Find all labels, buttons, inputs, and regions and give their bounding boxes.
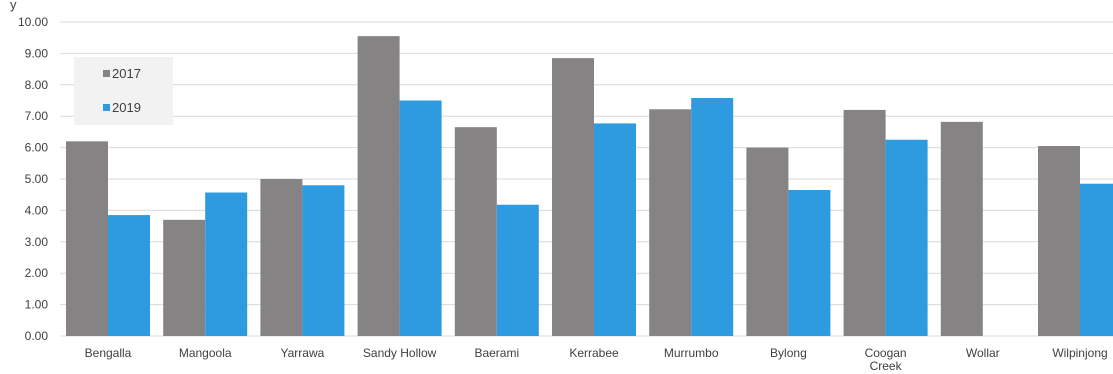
bar-2017-wilpinjong: [1038, 146, 1080, 336]
bar-2019-mangoola: [205, 192, 248, 336]
x-tick-label: Mangoola: [179, 346, 232, 360]
x-tick-label: Sandy Hollow: [363, 346, 437, 360]
legend: 2017 2019: [74, 57, 173, 125]
y-tick-label: 8.00: [25, 78, 49, 92]
bar-2017-mangoola: [163, 219, 206, 336]
x-tick-label: Yarrawa: [281, 346, 325, 360]
bar-2019-bylong: [788, 189, 831, 336]
y-tick-label: 6.00: [25, 141, 49, 155]
y-tick-label: 9.00: [25, 46, 49, 60]
legend-swatch-2017: [103, 70, 110, 77]
bar-2019-baerami: [496, 204, 539, 336]
bar-2019-yarrawa: [302, 185, 345, 336]
x-axis-labels: Bengalla Mangoola Yarrawa Sandy Hollow Baera…: [85, 346, 1108, 373]
x-tick-label: Murrumbo: [664, 346, 719, 360]
bar-2017-wollar: [940, 121, 983, 337]
bar-2019-bengalla: [108, 215, 150, 336]
bar-2017-bengalla: [66, 141, 108, 336]
bar-2019-wilpinjong: [1080, 183, 1113, 336]
x-tick-label: Bengalla: [85, 346, 132, 360]
bar-2017-bylong: [746, 147, 789, 336]
bar-2017-coogan-creek: [843, 109, 886, 336]
y-tick-label: 10.00: [18, 15, 48, 29]
bar-2019-kerrabee: [594, 123, 636, 336]
y-axis-ticks: 0.00 1.00 2.00 3.00 4.00 5.00 6.00 7.00 8.00 9.00…: [18, 15, 48, 343]
bar-2019-sandy-hollow: [399, 100, 442, 336]
bar-2019-coogan-creek: [885, 139, 928, 336]
x-tick-label: Wilpinjong: [1052, 346, 1107, 360]
legend-swatch-2019: [103, 104, 110, 111]
legend-box: [74, 57, 173, 125]
y-tick-label: 5.00: [25, 172, 49, 186]
bars: [66, 36, 1113, 337]
y-tick-label: 7.00: [25, 109, 49, 123]
x-tick-label: Baerami: [474, 346, 519, 360]
x-tick-label: Coogan Creek: [865, 346, 907, 373]
bar-2017-yarrawa: [260, 179, 303, 336]
bar-2019-murrumbo: [691, 97, 734, 336]
bar-2017-baerami: [454, 127, 497, 336]
y-tick-label: 0.00: [25, 329, 49, 343]
x-tick-label: Bylong: [770, 346, 807, 360]
bar-2017-sandy-hollow: [357, 36, 400, 336]
bar-2017-kerrabee: [552, 58, 594, 337]
chart-title-fragment: y: [10, 0, 17, 12]
y-tick-label: 1.00: [25, 298, 49, 312]
legend-label-2019: 2019: [112, 100, 141, 115]
y-tick-label: 3.00: [25, 235, 49, 249]
legend-label-2017: 2017: [112, 66, 141, 81]
y-tick-label: 2.00: [25, 266, 49, 280]
x-tick-label: Kerrabee: [569, 346, 619, 360]
y-tick-label: 4.00: [25, 203, 49, 217]
x-tick-label: Wollar: [966, 346, 1000, 360]
bar-2017-murrumbo: [649, 109, 692, 337]
